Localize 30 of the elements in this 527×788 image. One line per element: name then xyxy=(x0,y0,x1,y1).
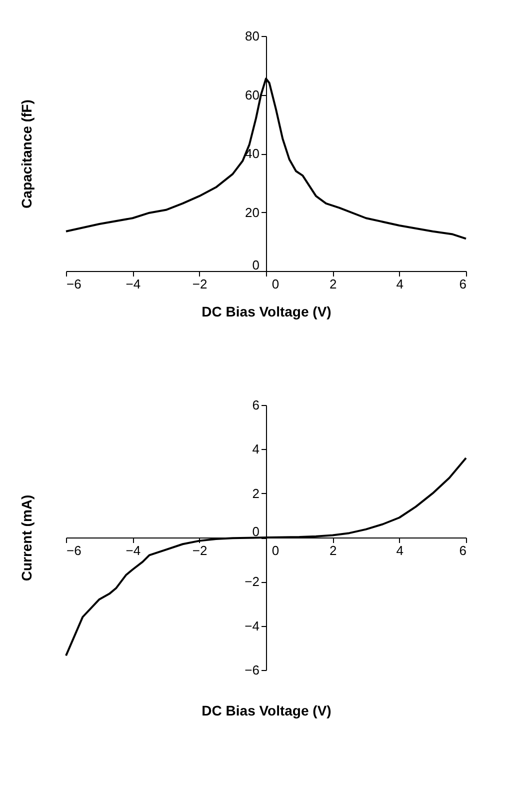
x-tick-label: −6 xyxy=(66,543,82,558)
x-tick-label: 0 xyxy=(272,543,280,558)
y-tick-label: 2 xyxy=(252,486,260,501)
x-tick-label: −6 xyxy=(66,276,82,292)
x-tick-label: −2 xyxy=(192,276,208,292)
x-tick-label: 6 xyxy=(459,543,466,558)
y-tick-label: 80 xyxy=(245,28,260,44)
y-tick-label: 6 xyxy=(252,398,260,412)
x-tick-label: 4 xyxy=(396,276,404,292)
y-axis-title: Capacitance (fF) xyxy=(18,100,34,208)
x-tick-label: −4 xyxy=(126,276,141,292)
y-axis-title: Current (mA) xyxy=(18,494,34,582)
y-tick-label: 60 xyxy=(245,87,260,102)
x-tick-label: −4 xyxy=(126,543,141,558)
x-tick-label: 2 xyxy=(330,543,337,558)
x-axis-title: DC Bias Voltage (V) xyxy=(202,702,332,718)
x-axis-title: DC Bias Voltage (V) xyxy=(202,304,332,320)
y-tick-label: 40 xyxy=(245,146,260,161)
y-tick-label: −2 xyxy=(244,574,260,590)
y-tick-label: 20 xyxy=(245,204,260,220)
x-tick-label: 4 xyxy=(396,543,404,558)
y-tick-label: 4 xyxy=(252,442,260,457)
y-tick-label: 0 xyxy=(252,258,260,272)
x-tick-label: 0 xyxy=(272,276,280,292)
x-tick-label: 6 xyxy=(459,276,466,292)
y-tick-label: −4 xyxy=(244,618,260,634)
x-tick-label: −2 xyxy=(192,543,208,558)
x-tick-label: 2 xyxy=(330,276,337,292)
y-tick-label: −6 xyxy=(244,662,260,678)
y-tick-label: 0 xyxy=(252,524,260,539)
